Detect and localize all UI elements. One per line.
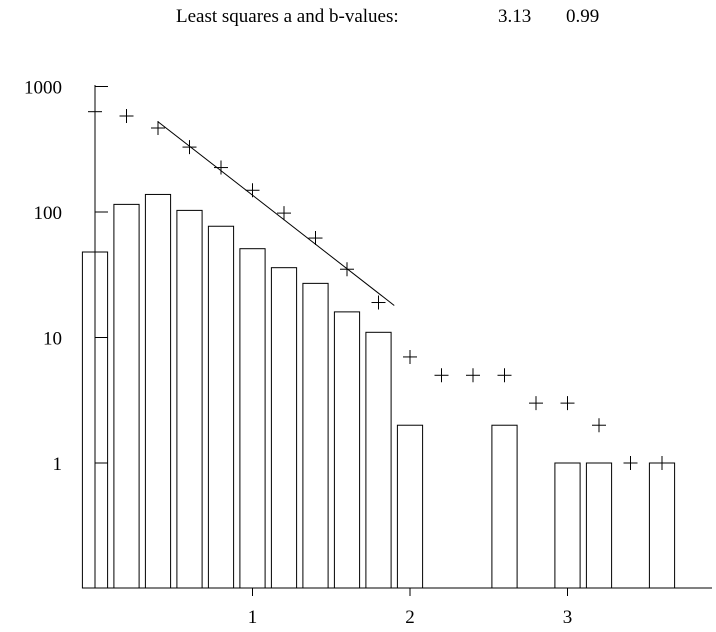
cumulative-point — [277, 206, 291, 221]
bars-layer — [81, 193, 676, 589]
cumulative-point — [560, 396, 575, 411]
bar — [648, 462, 676, 589]
fit-layer — [157, 121, 395, 306]
cumulative-point — [182, 140, 197, 155]
cumulative-point — [592, 418, 606, 433]
y-tick-label: 100 — [34, 203, 63, 224]
cumulative-point — [119, 109, 134, 124]
x-tick-label: 1 — [248, 607, 258, 628]
bar — [270, 267, 298, 589]
bar — [365, 331, 392, 589]
y-tick-label: 1000 — [24, 78, 62, 99]
cumulative-point — [529, 396, 543, 411]
cumulative-point — [371, 295, 386, 310]
x-ticks: 1 2 3 — [248, 588, 573, 628]
cumulative-point — [655, 456, 669, 470]
header-label: Least squares a and b-values: — [176, 6, 399, 27]
cumulative-point — [623, 456, 638, 470]
bar — [302, 282, 329, 589]
cumulative-point — [151, 121, 165, 136]
bar — [396, 424, 424, 589]
x-tick-label: 3 — [563, 607, 573, 628]
cumulative-point — [403, 349, 417, 364]
x-tick-label: 2 — [405, 607, 415, 628]
bar — [554, 462, 581, 589]
bar — [491, 424, 518, 589]
a-value: 3.13 — [498, 6, 531, 27]
y-tick-label: 10 — [43, 329, 62, 350]
bar — [176, 209, 203, 589]
cumulative-point — [340, 262, 354, 277]
markers-layer — [88, 104, 669, 470]
cumulative-point — [434, 368, 449, 383]
y-tick-label: 1 — [53, 454, 63, 475]
y-ticks: 1 10 100 1000 — [24, 78, 108, 475]
bar — [207, 225, 235, 589]
cumulative-point — [497, 368, 512, 383]
bar — [113, 203, 140, 589]
cumulative-point — [245, 183, 260, 198]
cumulative-point — [214, 160, 228, 175]
cumulative-point — [466, 368, 480, 383]
bar — [239, 248, 266, 589]
b-value: 0.99 — [566, 6, 599, 27]
axes-layer — [94, 85, 712, 589]
bar — [585, 462, 613, 589]
cumulative-point — [308, 231, 323, 246]
bar — [333, 311, 361, 589]
bar — [144, 193, 172, 589]
least-squares-line — [157, 121, 395, 306]
